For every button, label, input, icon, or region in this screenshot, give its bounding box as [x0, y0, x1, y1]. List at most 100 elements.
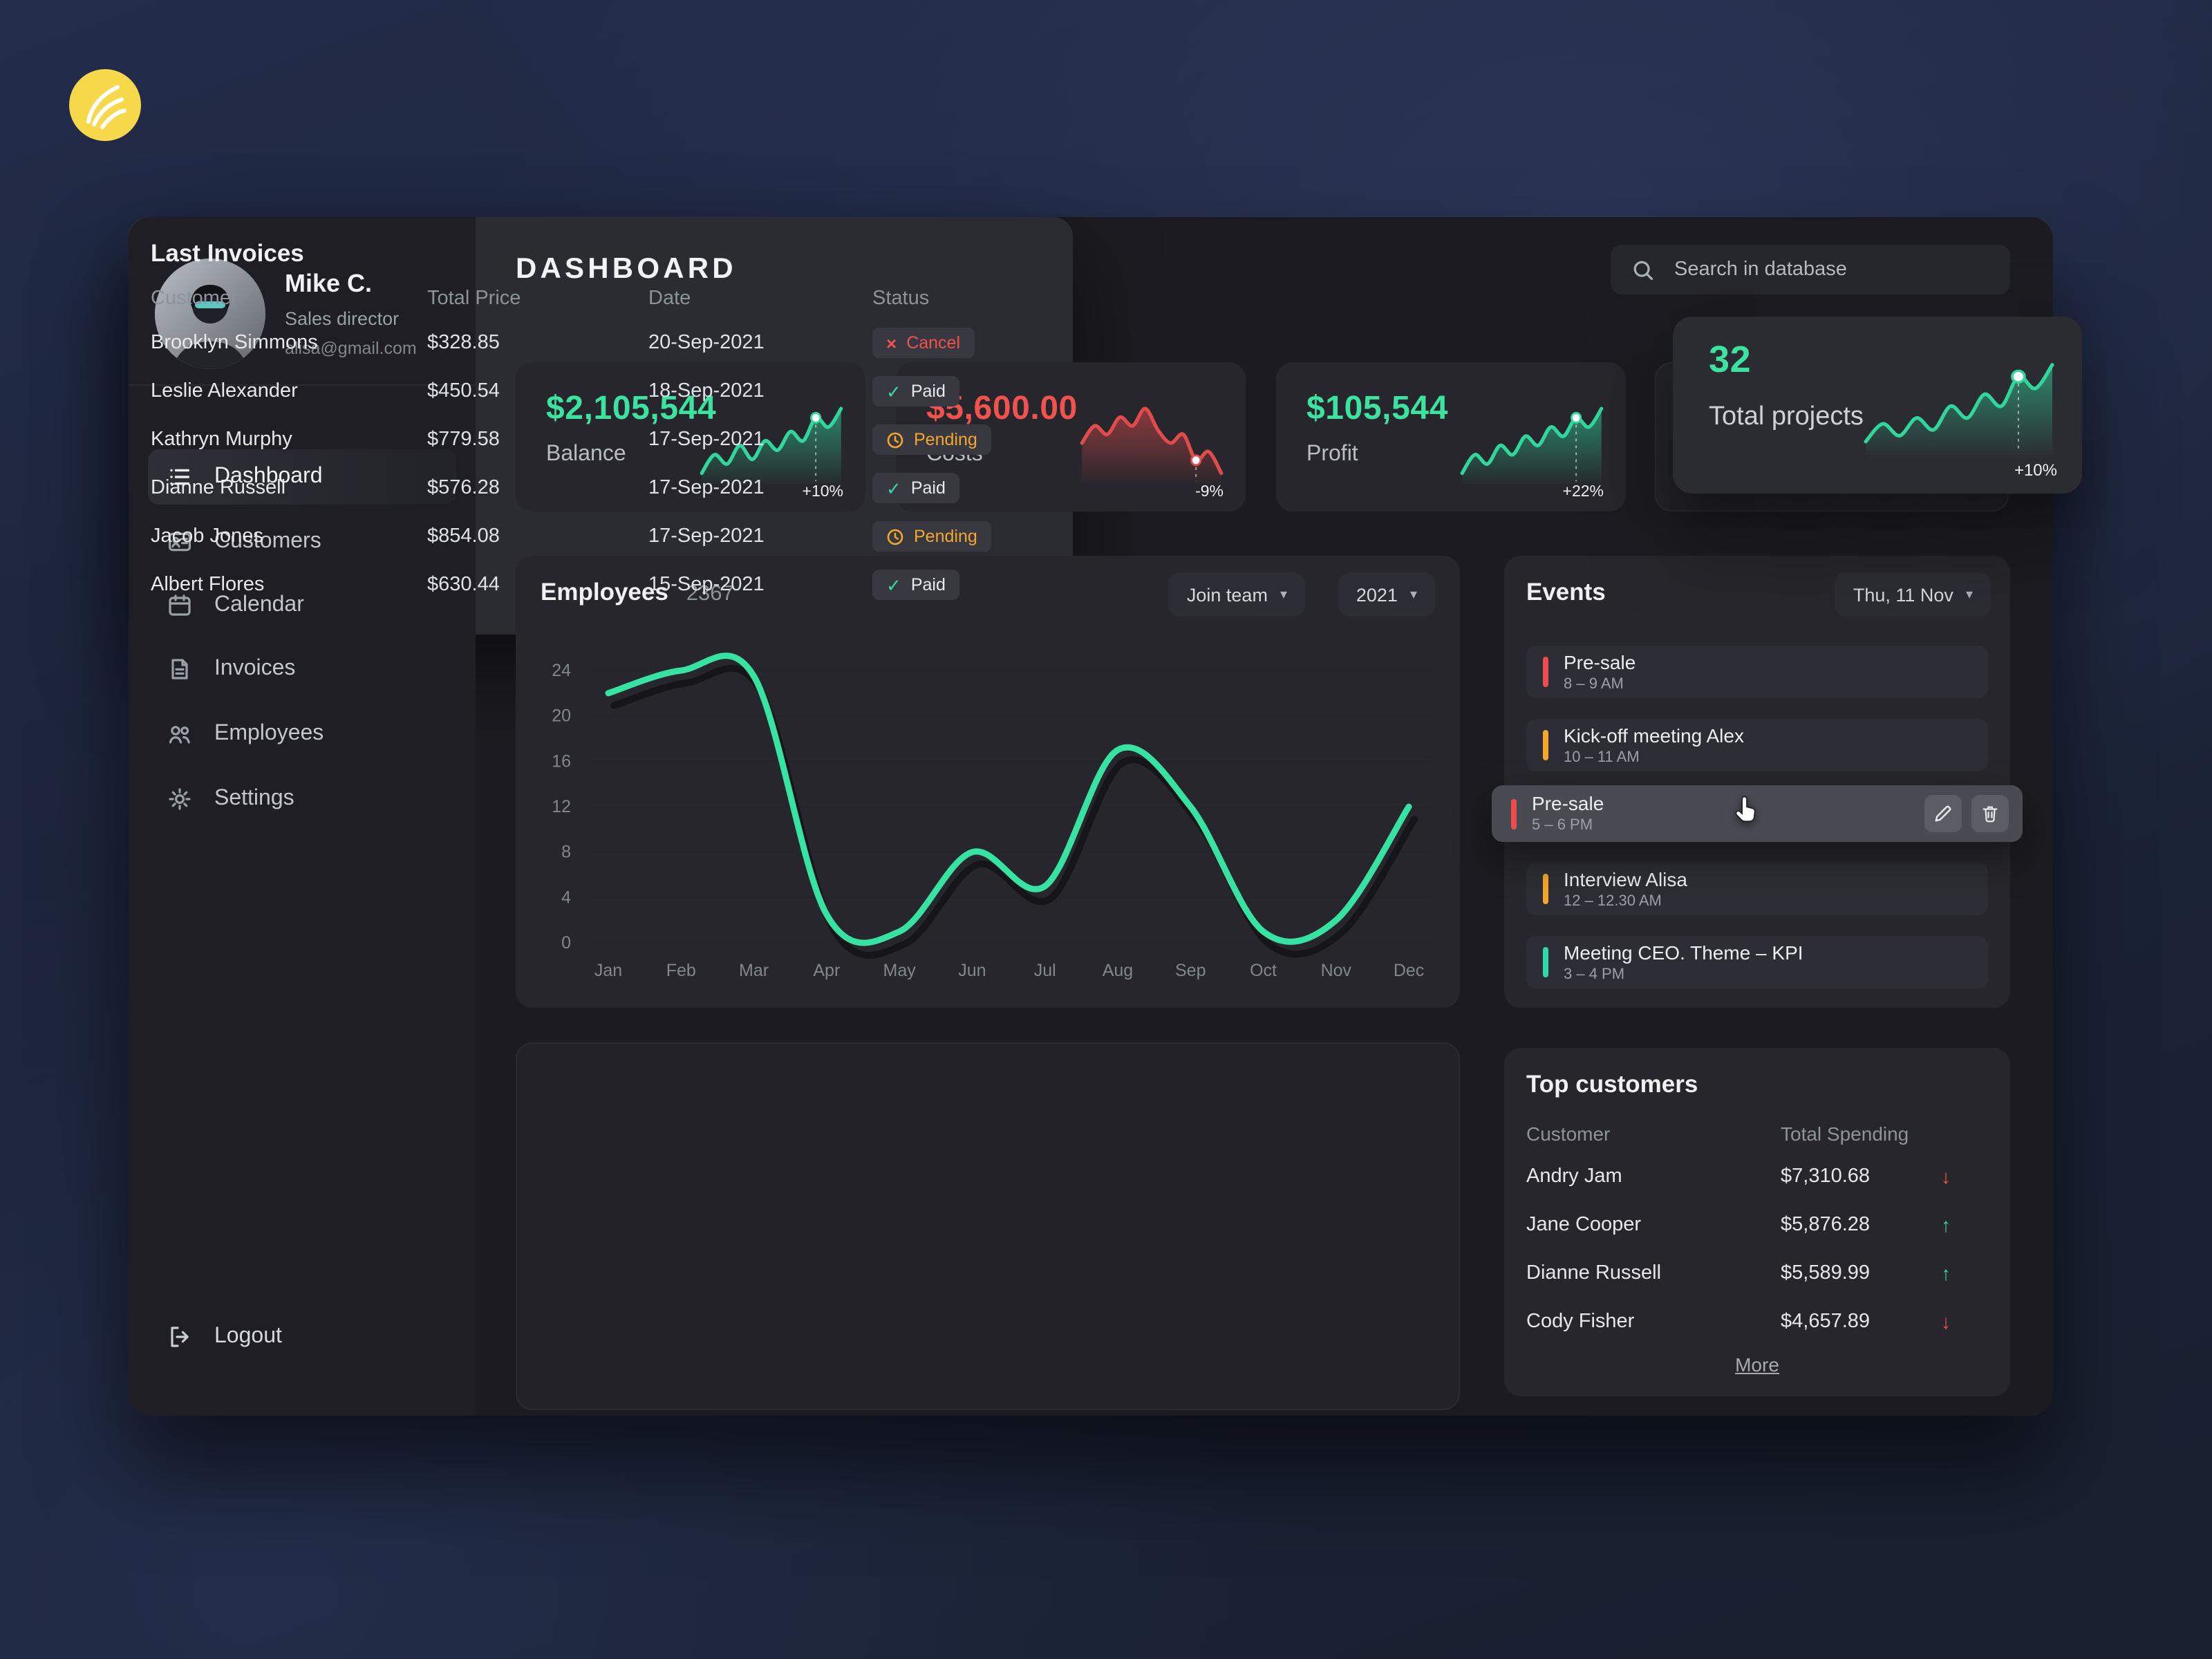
- list-item[interactable]: Cody Fisher $4,657.89: [1526, 1305, 1988, 1338]
- more-link[interactable]: More: [1735, 1353, 1779, 1376]
- invoices-header-date: Date: [648, 288, 691, 310]
- user-name: Mike C.: [285, 270, 373, 297]
- sidebar-item-calendar[interactable]: Calendar: [148, 578, 456, 633]
- logout-icon: [166, 1323, 194, 1351]
- employees-title: Employees: [541, 578, 668, 606]
- svg-text:Feb: Feb: [666, 961, 696, 980]
- svg-text:Jan: Jan: [594, 961, 622, 980]
- calendar-icon: [166, 592, 194, 619]
- trash-icon: [1983, 806, 1998, 823]
- check-icon: ✓: [886, 574, 901, 595]
- table-row[interactable]: Brooklyn Simmons $328.85 20-Sep-2021 × ✓…: [151, 325, 2031, 361]
- customer-name: Andry Jam: [1526, 1165, 1622, 1188]
- event-title: Pre-sale: [1564, 651, 1636, 673]
- sidebar: Mike C. Sales director alisa@gmail.com D…: [129, 217, 476, 1416]
- event-item[interactable]: Pre-sale 8 – 9 AM: [1526, 646, 1988, 698]
- logout-button[interactable]: Logout: [166, 1323, 282, 1351]
- svg-text:4: 4: [561, 888, 571, 907]
- avatar: [155, 259, 265, 369]
- user-email: alisa@gmail.com: [285, 339, 417, 358]
- events-date-dropdown[interactable]: Thu, 11 Nov ▾: [1835, 572, 1991, 617]
- status-badge: × ✓ Pending: [872, 521, 991, 552]
- app-window: Mike C. Sales director alisa@gmail.com D…: [129, 217, 2082, 1416]
- brand-logo: [69, 69, 141, 141]
- total-projects-card: 32 Total projects +10%: [1673, 317, 2082, 494]
- invoice-date: 20-Sep-2021: [648, 332, 765, 354]
- sidebar-divider: [129, 384, 476, 386]
- events-date-label: Thu, 11 Nov: [1853, 584, 1953, 605]
- pencil-icon: [1935, 805, 1951, 822]
- event-item[interactable]: Kick-off meeting Alex 10 – 11 AM: [1526, 719, 1988, 771]
- chevron-down-icon: ▾: [1965, 587, 1973, 602]
- sidebar-item-employees[interactable]: Employees: [148, 706, 456, 762]
- event-accent-bar: [1543, 730, 1548, 760]
- clock-icon: [886, 527, 904, 545]
- sidebar-item-invoices[interactable]: Invoices: [148, 641, 456, 697]
- svg-text:20: 20: [552, 706, 571, 726]
- top-customers-header-spending: Total Spending: [1781, 1123, 1909, 1145]
- customer-amount: $5,876.28: [1781, 1214, 1871, 1236]
- sidebar-item-customers[interactable]: Customers: [148, 514, 456, 570]
- edit-event-button[interactable]: [1924, 795, 1962, 832]
- top-customers-header-customer: Customer: [1526, 1123, 1611, 1145]
- event-title: Meeting CEO. Theme – KPI: [1564, 941, 1803, 964]
- year-dropdown[interactable]: 2021 ▾: [1338, 572, 1435, 617]
- delete-event-button[interactable]: [1971, 795, 2009, 832]
- svg-text:12: 12: [552, 797, 571, 816]
- svg-text:Jul: Jul: [1034, 961, 1056, 980]
- customer-name: Dianne Russell: [1526, 1262, 1662, 1284]
- svg-text:24: 24: [552, 661, 571, 680]
- search-bar[interactable]: [1611, 245, 2010, 294]
- status-label: Paid: [910, 478, 946, 498]
- sidebar-item-label: Invoices: [214, 657, 296, 680]
- user-info: Mike C. Sales director alisa@gmail.com: [285, 270, 417, 358]
- sidebar-item-label: Calendar: [214, 593, 304, 617]
- costs-delta: -9%: [1195, 484, 1224, 500]
- check-icon: ✓: [886, 381, 901, 402]
- top-customers-header-row: Customer Total Spending: [1526, 1117, 1988, 1150]
- event-accent-bar: [1543, 657, 1548, 687]
- event-time: 12 – 12.30 AM: [1564, 893, 1662, 910]
- table-row[interactable]: Leslie Alexander $450.54 18-Sep-2021 × ✓…: [151, 373, 2031, 409]
- table-row[interactable]: Albert Flores $630.44 15-Sep-2021 × ✓ Pa…: [151, 567, 2031, 603]
- customer-amount: $7,310.68: [1781, 1165, 1871, 1188]
- event-item[interactable]: Interview Alisa 12 – 12.30 AM: [1526, 863, 1988, 915]
- sidebar-item-settings[interactable]: Settings: [148, 771, 456, 827]
- balance-delta: +10%: [802, 484, 843, 500]
- svg-text:Dec: Dec: [1394, 961, 1424, 980]
- table-row[interactable]: Kathryn Murphy $779.58 17-Sep-2021 × ✓ P…: [151, 422, 2031, 458]
- search-icon: [1630, 256, 1656, 283]
- svg-text:Sep: Sep: [1175, 961, 1206, 980]
- check-icon: ✓: [886, 478, 901, 498]
- status-label: Cancel: [906, 333, 961, 353]
- cursor-hand-icon: [1727, 792, 1763, 828]
- search-input[interactable]: [1671, 257, 1991, 282]
- event-item-highlighted[interactable]: Pre-sale 5 – 6 PM: [1492, 785, 2023, 842]
- event-accent-bar: [1511, 798, 1516, 829]
- list-item[interactable]: Dianne Russell $5,589.99: [1526, 1257, 1988, 1290]
- table-row[interactable]: Jacob Jones $854.08 17-Sep-2021 × ✓ Pend…: [151, 518, 2031, 554]
- top-customers-panel: Top customers Customer Total Spending An…: [1504, 1048, 2010, 1396]
- sidebar-item-dashboard[interactable]: Dashboard: [148, 449, 456, 505]
- leaf-logo-icon: [69, 69, 141, 141]
- join-team-dropdown[interactable]: Join team ▾: [1168, 572, 1305, 617]
- status-badge: × ✓ Cancel: [872, 328, 975, 358]
- customer-amount: $5,589.99: [1781, 1262, 1871, 1284]
- profit-card: $105,544 Profit +22%: [1276, 362, 1626, 512]
- user-role: Sales director: [285, 308, 400, 329]
- customer-amount: $4,657.89: [1781, 1311, 1871, 1333]
- list-item[interactable]: Andry Jam $7,310.68: [1526, 1160, 1988, 1193]
- customer-name: Cody Fisher: [1526, 1311, 1635, 1333]
- invoice-price: $630.44: [427, 574, 500, 596]
- event-item[interactable]: Meeting CEO. Theme – KPI 3 – 4 PM: [1526, 936, 1988, 988]
- table-row[interactable]: Dianne Russell $576.28 17-Sep-2021 × ✓ P…: [151, 470, 2031, 506]
- invoice-date: 15-Sep-2021: [648, 574, 765, 596]
- status-badge: × ✓ Paid: [872, 376, 959, 406]
- trend-icon: [1941, 1165, 1951, 1188]
- svg-text:Aug: Aug: [1103, 961, 1133, 980]
- sidebar-item-label: Dashboard: [214, 465, 323, 488]
- event-time: 5 – 6 PM: [1532, 817, 1593, 834]
- list-item[interactable]: Jane Cooper $5,876.28: [1526, 1208, 1988, 1241]
- trend-icon: [1941, 1214, 1951, 1236]
